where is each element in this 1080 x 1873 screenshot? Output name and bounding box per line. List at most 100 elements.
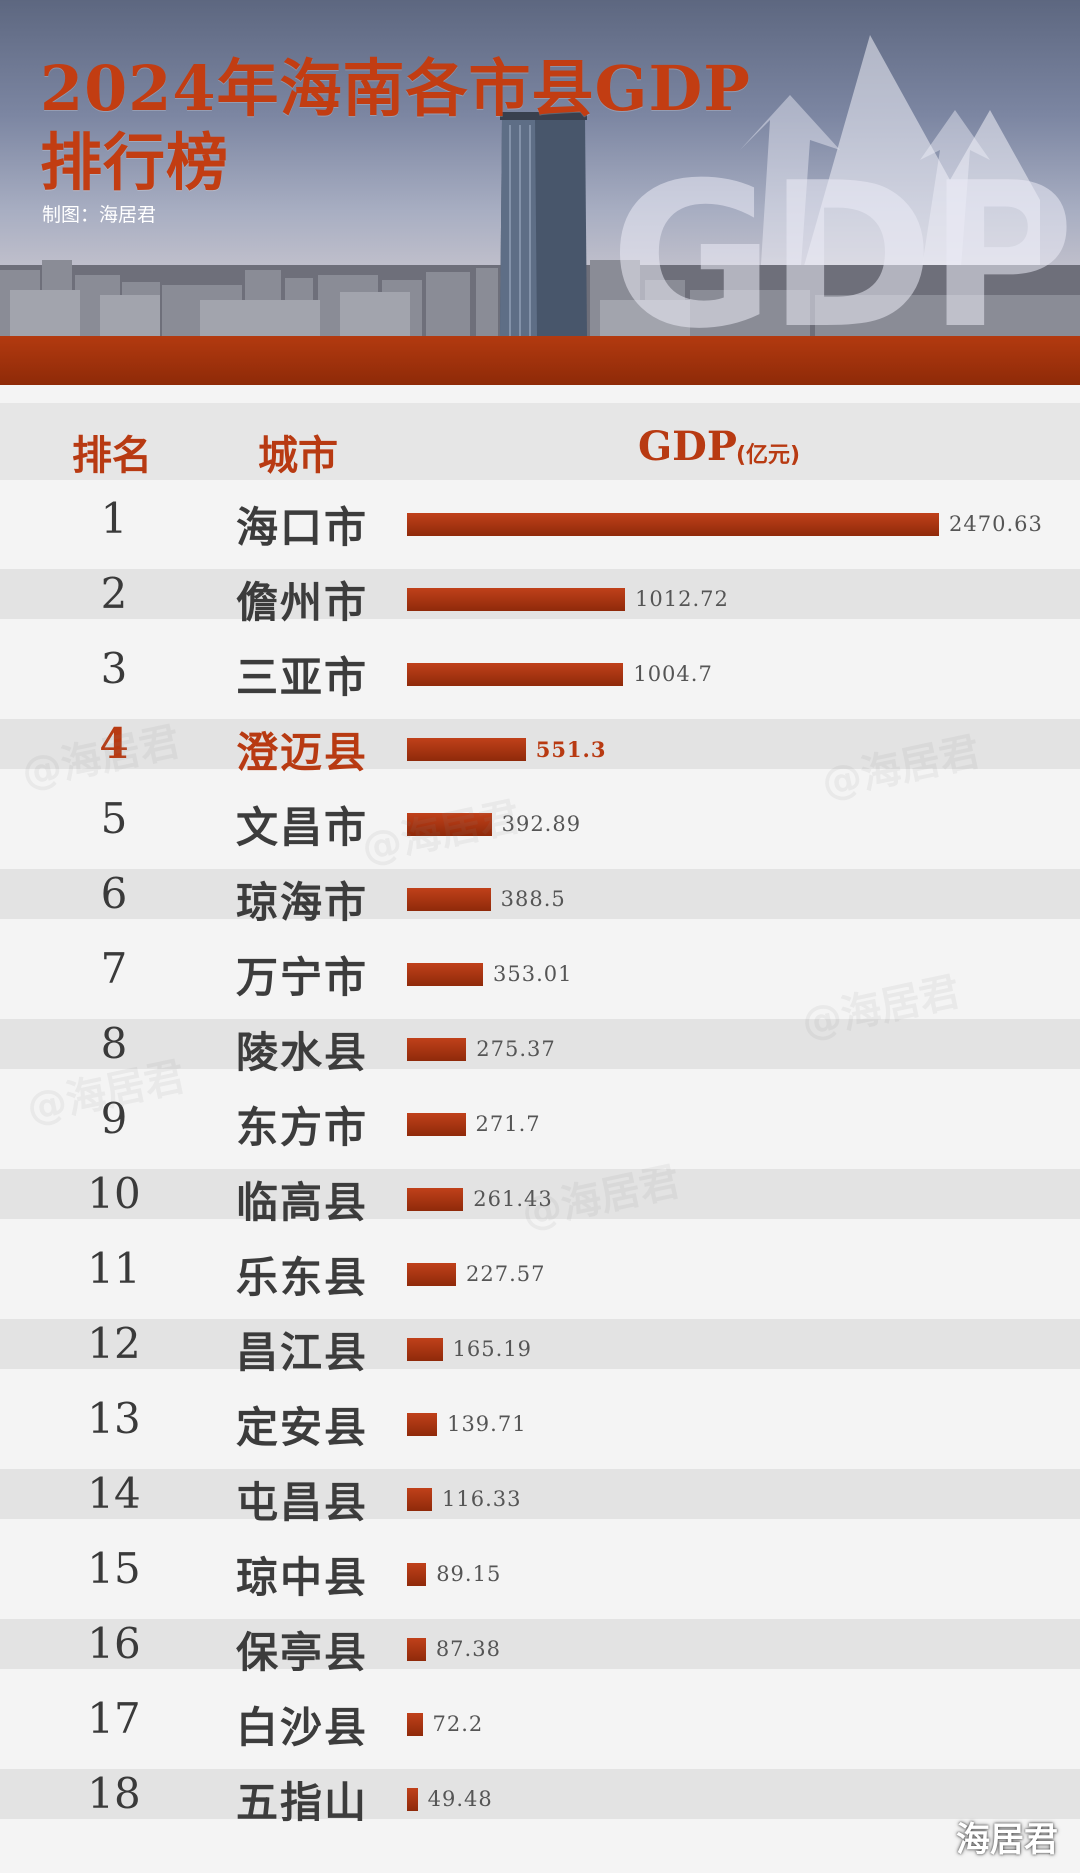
- city-cell: 昌江县: [236, 1328, 369, 1377]
- rank-cell: 12: [87, 1319, 141, 1368]
- table-row: 16 保亭县 87.38: [0, 1605, 1080, 1680]
- column-header-rank: 排名: [72, 432, 152, 479]
- gdp-value-label: 87.38: [435, 1637, 501, 1661]
- city-cell: 五指山: [236, 1778, 369, 1827]
- gdp-value-label: 388.5: [500, 887, 566, 911]
- gdp-bar: [407, 513, 939, 536]
- table-row: 3 三亚市 1004.7: [0, 630, 1080, 705]
- gdp-value-label: 275.37: [476, 1037, 556, 1061]
- gdp-value-label: 353.01: [493, 962, 573, 986]
- rank-cell: 17: [87, 1694, 141, 1743]
- gdp-value-label: 551.3: [535, 737, 607, 762]
- rank-cell: 16: [87, 1619, 141, 1668]
- row-background: [0, 1469, 1080, 1519]
- column-header-city: 城市: [258, 432, 338, 479]
- rank-cell: 6: [100, 869, 128, 918]
- gdp-value-label: 271.7: [475, 1112, 541, 1136]
- city-cell: 澄迈县: [236, 728, 369, 777]
- gdp-bar: [407, 813, 492, 836]
- table-row: 8 陵水县 275.37: [0, 1005, 1080, 1080]
- table-row: 11 乐东县 227.57: [0, 1230, 1080, 1305]
- gdp-value-label: 89.15: [436, 1562, 502, 1586]
- rank-cell: 5: [100, 794, 128, 843]
- gdp-bar: [407, 1638, 426, 1661]
- city-skyline-illustration: [0, 35, 1080, 336]
- city-cell: 文昌市: [236, 803, 369, 852]
- gdp-bar: [407, 1188, 464, 1211]
- rank-cell: 14: [87, 1469, 141, 1518]
- table-row: 18 五指山 49.48: [0, 1755, 1080, 1830]
- rank-cell: 18: [87, 1769, 141, 1818]
- row-background: [0, 1169, 1080, 1219]
- gdp-value-label: 139.71: [447, 1412, 527, 1436]
- city-cell: 屯昌县: [236, 1478, 369, 1527]
- city-cell: 儋州市: [236, 578, 369, 627]
- gdp-bar: [407, 1488, 433, 1511]
- rank-cell: 2: [100, 569, 128, 618]
- row-background: [0, 719, 1080, 769]
- column-header-gdp: GDP: [638, 423, 737, 470]
- footer-brand: 海居君: [956, 1820, 1058, 1860]
- rank-cell: 8: [100, 1019, 128, 1068]
- gdp-decorative-text: GDP: [610, 140, 1075, 373]
- rank-cell: 3: [100, 644, 128, 693]
- city-cell: 三亚市: [236, 653, 369, 702]
- rank-cell: 10: [87, 1169, 141, 1218]
- table-row: 4 澄迈县 551.3: [0, 705, 1080, 780]
- gdp-bar: [407, 963, 483, 986]
- rank-cell: 4: [99, 719, 129, 768]
- gdp-bar: [407, 888, 491, 911]
- table-row: 13 定安县 139.71: [0, 1380, 1080, 1455]
- table-row: 2 儋州市 1012.72: [0, 555, 1080, 630]
- city-cell: 陵水县: [236, 1028, 369, 1077]
- gdp-bar: [407, 1038, 467, 1061]
- row-background: [0, 1319, 1080, 1369]
- rank-cell: 11: [87, 1244, 141, 1293]
- gdp-bar: [407, 738, 526, 761]
- city-cell: 万宁市: [236, 953, 369, 1002]
- table-row: 1 海口市 2470.63: [0, 480, 1080, 555]
- gdp-value-label: 227.57: [466, 1262, 546, 1286]
- gdp-value-label: 261.43: [473, 1187, 553, 1211]
- credit-text: 制图：海居君: [42, 204, 157, 226]
- table-row: 12 昌江县 165.19: [0, 1305, 1080, 1380]
- header-banner: 2024年海南各市县GDP 排行榜 制图：海居君 GDP: [0, 0, 1080, 385]
- rank-cell: 13: [87, 1394, 141, 1443]
- city-cell: 白沙县: [236, 1703, 369, 1752]
- gdp-value-label: 392.89: [501, 812, 582, 836]
- gdp-bar: [407, 1713, 423, 1736]
- gdp-bar: [407, 1413, 438, 1436]
- gdp-value-label: 116.33: [442, 1487, 522, 1511]
- table-row: 10 临高县 261.43: [0, 1155, 1080, 1230]
- gdp-value-label: 72.2: [432, 1712, 484, 1736]
- row-background: [0, 1019, 1080, 1069]
- gdp-bar: [407, 1338, 443, 1361]
- city-cell: 定安县: [236, 1403, 369, 1452]
- gdp-value-label: 1012.72: [635, 587, 729, 611]
- row-background: [0, 869, 1080, 919]
- table-row: 15 琼中县 89.15: [0, 1530, 1080, 1605]
- gdp-bar: [407, 1113, 466, 1136]
- table-row: 5 文昌市 392.89: [0, 780, 1080, 855]
- gdp-bar: [407, 588, 626, 611]
- table-header: 排名 城市 GDP (亿元): [0, 403, 1080, 480]
- table-row: 9 东方市 271.7: [0, 1080, 1080, 1155]
- gdp-value-label: 165.19: [452, 1337, 533, 1361]
- gdp-bar: [407, 1788, 418, 1811]
- table-row: 6 琼海市 388.5: [0, 855, 1080, 930]
- city-cell: 海口市: [236, 503, 369, 552]
- rank-cell: 1: [100, 494, 128, 543]
- gdp-value-label: 49.48: [427, 1787, 493, 1811]
- page-title: 2024年海南各市县GDP: [40, 52, 751, 125]
- header-band: [0, 336, 1080, 385]
- gdp-value-label: 2470.63: [949, 512, 1043, 536]
- city-cell: 乐东县: [236, 1253, 369, 1302]
- row-background: [0, 1769, 1080, 1819]
- city-cell: 琼海市: [236, 878, 369, 927]
- gdp-bar: [407, 663, 624, 686]
- table-row: 14 屯昌县 116.33: [0, 1455, 1080, 1530]
- gdp-bar: [407, 1263, 456, 1286]
- gdp-value-label: 1004.7: [633, 662, 713, 686]
- rank-cell: 7: [100, 944, 128, 993]
- rank-cell: 15: [87, 1544, 141, 1593]
